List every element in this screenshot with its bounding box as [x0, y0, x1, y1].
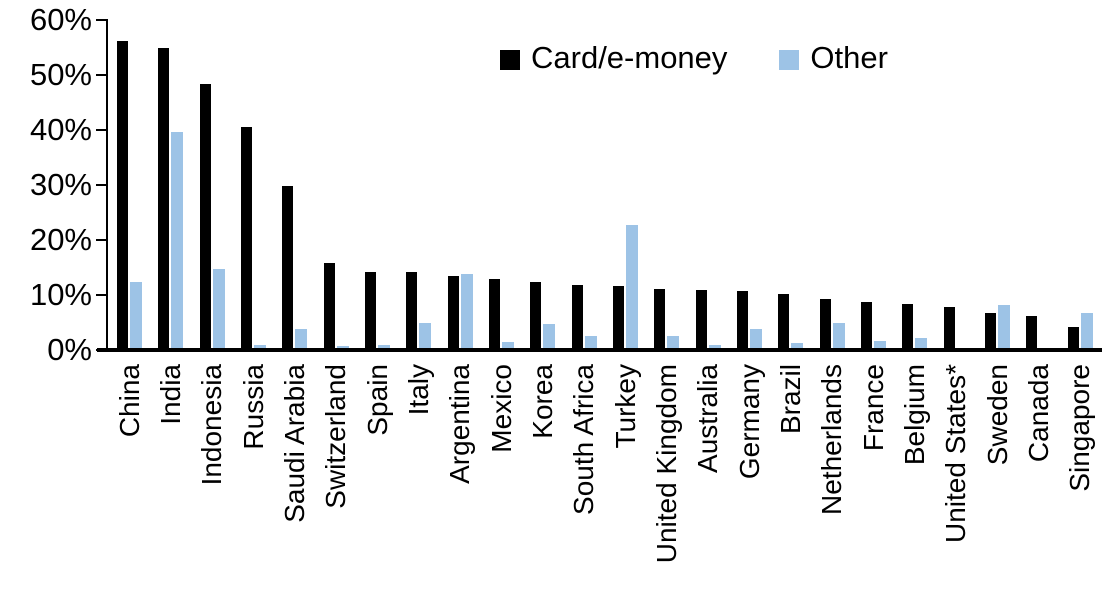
- legend-label-card-e-money: Card/e-money: [531, 40, 728, 75]
- bar-card-e-money-argentina: [447, 275, 459, 350]
- bar-other-netherlands: [832, 322, 845, 350]
- bar-card-e-money-france: [860, 302, 872, 350]
- legend-label-other: Other: [810, 40, 888, 75]
- legend-item-card-e-money: Card/e-money: [500, 40, 727, 76]
- bar-card-e-money-australia: [695, 290, 707, 350]
- x-label-china: China: [113, 364, 145, 438]
- bar-card-e-money-indonesia: [199, 83, 211, 350]
- bar-other-saudi-arabia: [295, 328, 308, 350]
- y-tick-30: [96, 184, 107, 186]
- x-label-germany: Germany: [733, 364, 765, 480]
- bar-card-e-money-sweden: [984, 312, 996, 350]
- x-label-australia: Australia: [692, 364, 724, 473]
- bar-other-australia: [708, 344, 721, 350]
- x-label-netherlands: Netherlands: [816, 364, 848, 515]
- bar-card-e-money-mexico: [488, 278, 500, 350]
- bar-card-e-money-germany: [736, 291, 748, 350]
- x-label-south-africa: South Africa: [568, 364, 600, 515]
- bar-card-e-money-canada: [1026, 316, 1038, 350]
- y-tick-label-60: 60%: [29, 2, 92, 37]
- bar-other-sweden: [997, 304, 1010, 350]
- y-tick-50: [96, 74, 107, 76]
- bar-card-e-money-china: [117, 40, 128, 350]
- bar-card-e-money-netherlands: [819, 298, 831, 350]
- x-label-italy: Italy: [402, 364, 434, 416]
- x-label-canada: Canada: [1022, 364, 1054, 463]
- bar-card-e-money-turkey: [612, 286, 624, 350]
- y-tick-label-10: 10%: [29, 277, 92, 312]
- y-tick-label-40: 40%: [29, 112, 92, 147]
- bar-card-e-money-brazil: [778, 294, 790, 350]
- bar-other-indonesia: [212, 269, 225, 350]
- bar-other-turkey: [625, 225, 638, 350]
- bar-other-united-kingdom: [667, 336, 680, 350]
- y-tick-10: [96, 294, 107, 296]
- y-tick-label-20: 20%: [29, 222, 92, 257]
- x-axis-line: [97, 348, 1102, 352]
- bar-other-south-africa: [584, 335, 597, 350]
- bar-card-e-money-belgium: [902, 304, 914, 350]
- y-tick-label-50: 50%: [29, 57, 92, 92]
- x-label-mexico: Mexico: [485, 364, 517, 453]
- bar-card-e-money-spain: [364, 271, 376, 350]
- bar-other-korea: [543, 323, 556, 350]
- bar-card-e-money-russia: [240, 126, 252, 350]
- bar-card-e-money-korea: [530, 282, 542, 350]
- x-label-spain: Spain: [361, 364, 393, 436]
- bar-card-e-money-south-africa: [571, 284, 583, 350]
- y-tick-label-0: 0%: [47, 332, 92, 367]
- x-label-united-kingdom: United Kingdom: [650, 364, 682, 564]
- x-label-united-states: United States*: [940, 364, 972, 543]
- bar-other-mexico: [501, 342, 514, 350]
- bar-card-e-money-united-states: [943, 306, 955, 350]
- bar-other-spain: [377, 344, 390, 350]
- bar-other-argentina: [460, 273, 473, 350]
- legend-swatch-other: [779, 50, 800, 70]
- x-label-belgium: Belgium: [898, 364, 930, 466]
- x-label-russia: Russia: [237, 364, 269, 450]
- bar-other-belgium: [915, 338, 928, 350]
- bar-other-france: [873, 340, 886, 350]
- bar-other-india: [171, 132, 184, 350]
- bar-card-e-money-india: [158, 48, 170, 350]
- x-label-indonesia: Indonesia: [196, 364, 228, 486]
- x-label-switzerland: Switzerland: [320, 364, 352, 509]
- bar-other-singapore: [1080, 312, 1093, 350]
- bar-other-china: [130, 281, 142, 350]
- bar-other-russia: [253, 345, 266, 350]
- legend-item-other: Other: [779, 40, 888, 76]
- bar-card-e-money-united-kingdom: [654, 288, 666, 350]
- x-label-korea: Korea: [526, 364, 558, 439]
- x-label-brazil: Brazil: [774, 364, 806, 435]
- chart-legend: Card/e-money Other: [500, 40, 888, 76]
- x-label-turkey: Turkey: [609, 364, 641, 449]
- bar-other-italy: [419, 323, 432, 350]
- bar-other-germany: [749, 328, 762, 350]
- y-tick-20: [96, 239, 107, 241]
- y-tick-label-30: 30%: [29, 167, 92, 202]
- bar-card-e-money-italy: [406, 272, 418, 350]
- legend-swatch-card-e-money: [500, 50, 520, 70]
- y-axis-line: [106, 19, 108, 352]
- bar-other-brazil: [791, 342, 804, 350]
- bar-card-e-money-switzerland: [323, 263, 335, 350]
- y-tick-60: [96, 19, 107, 21]
- bar-card-e-money-singapore: [1067, 327, 1079, 350]
- x-label-saudi-arabia: Saudi Arabia: [278, 364, 310, 523]
- y-tick-40: [96, 129, 107, 131]
- bar-card-e-money-saudi-arabia: [282, 186, 294, 350]
- x-label-argentina: Argentina: [444, 364, 476, 484]
- x-label-singapore: Singapore: [1064, 364, 1096, 492]
- x-label-france: France: [857, 364, 889, 452]
- x-label-india: India: [154, 364, 186, 425]
- x-label-sweden: Sweden: [981, 364, 1013, 466]
